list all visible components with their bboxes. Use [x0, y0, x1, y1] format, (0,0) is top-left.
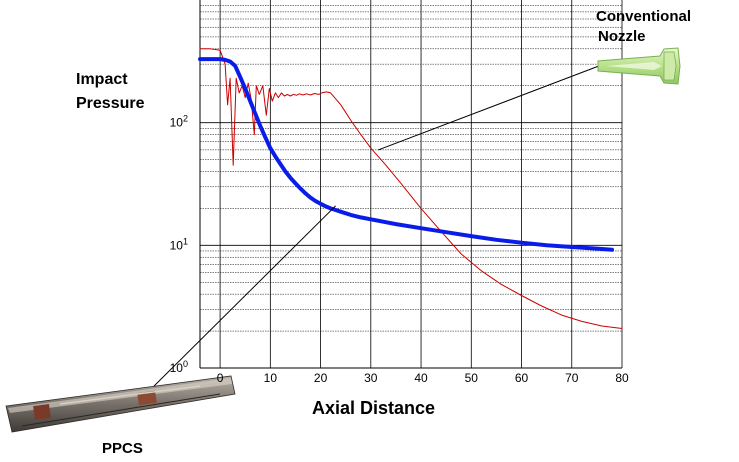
ppcs-device-image	[5, 375, 236, 433]
x-tick-label: 30	[364, 371, 378, 385]
y-tick-label: 101	[170, 236, 188, 252]
y-axis-label-line-2: Pressure	[76, 95, 145, 112]
y-axis-label-line-1: Impact	[76, 71, 128, 88]
y-tick-base: 10	[170, 361, 184, 375]
plot-area	[200, 0, 622, 368]
x-tick-label: 50	[465, 371, 479, 385]
y-tick-base: 10	[170, 116, 184, 130]
conventional-nozzle-label-line-2: Nozzle	[598, 28, 646, 45]
series-layer	[198, 48, 623, 329]
x-tick-label: 0	[217, 371, 224, 385]
ppcs-leader	[144, 205, 336, 396]
x-tick-label: 70	[565, 371, 579, 385]
y-axis-label: Impact Pressure	[76, 68, 145, 116]
y-tick-exponent: 1	[183, 236, 188, 246]
x-axis-label: Axial Distance	[312, 398, 436, 418]
conventional-nozzle-leader	[378, 60, 613, 151]
ppcs-label: PPCS	[102, 440, 143, 457]
x-tick-label: 20	[314, 371, 328, 385]
series-line-1	[199, 48, 623, 329]
y-tick-exponent: 2	[183, 114, 188, 124]
x-tick-label: 80	[615, 371, 629, 385]
x-tick-label: 40	[414, 371, 428, 385]
y-tick-label: 100	[170, 359, 188, 375]
y-tick-label: 102	[170, 114, 188, 130]
leader-layer	[144, 60, 613, 396]
conventional-nozzle-image	[597, 47, 681, 85]
x-tick-label: 60	[515, 371, 529, 385]
x-tick-label: 10	[264, 371, 278, 385]
y-tick-exponent: 0	[183, 359, 188, 369]
y-tick-base: 10	[170, 238, 184, 252]
conventional-nozzle-label: Conventional Nozzle	[596, 7, 691, 47]
conventional-nozzle-label-line-1: Conventional	[596, 8, 692, 25]
series-line-2	[198, 57, 614, 252]
